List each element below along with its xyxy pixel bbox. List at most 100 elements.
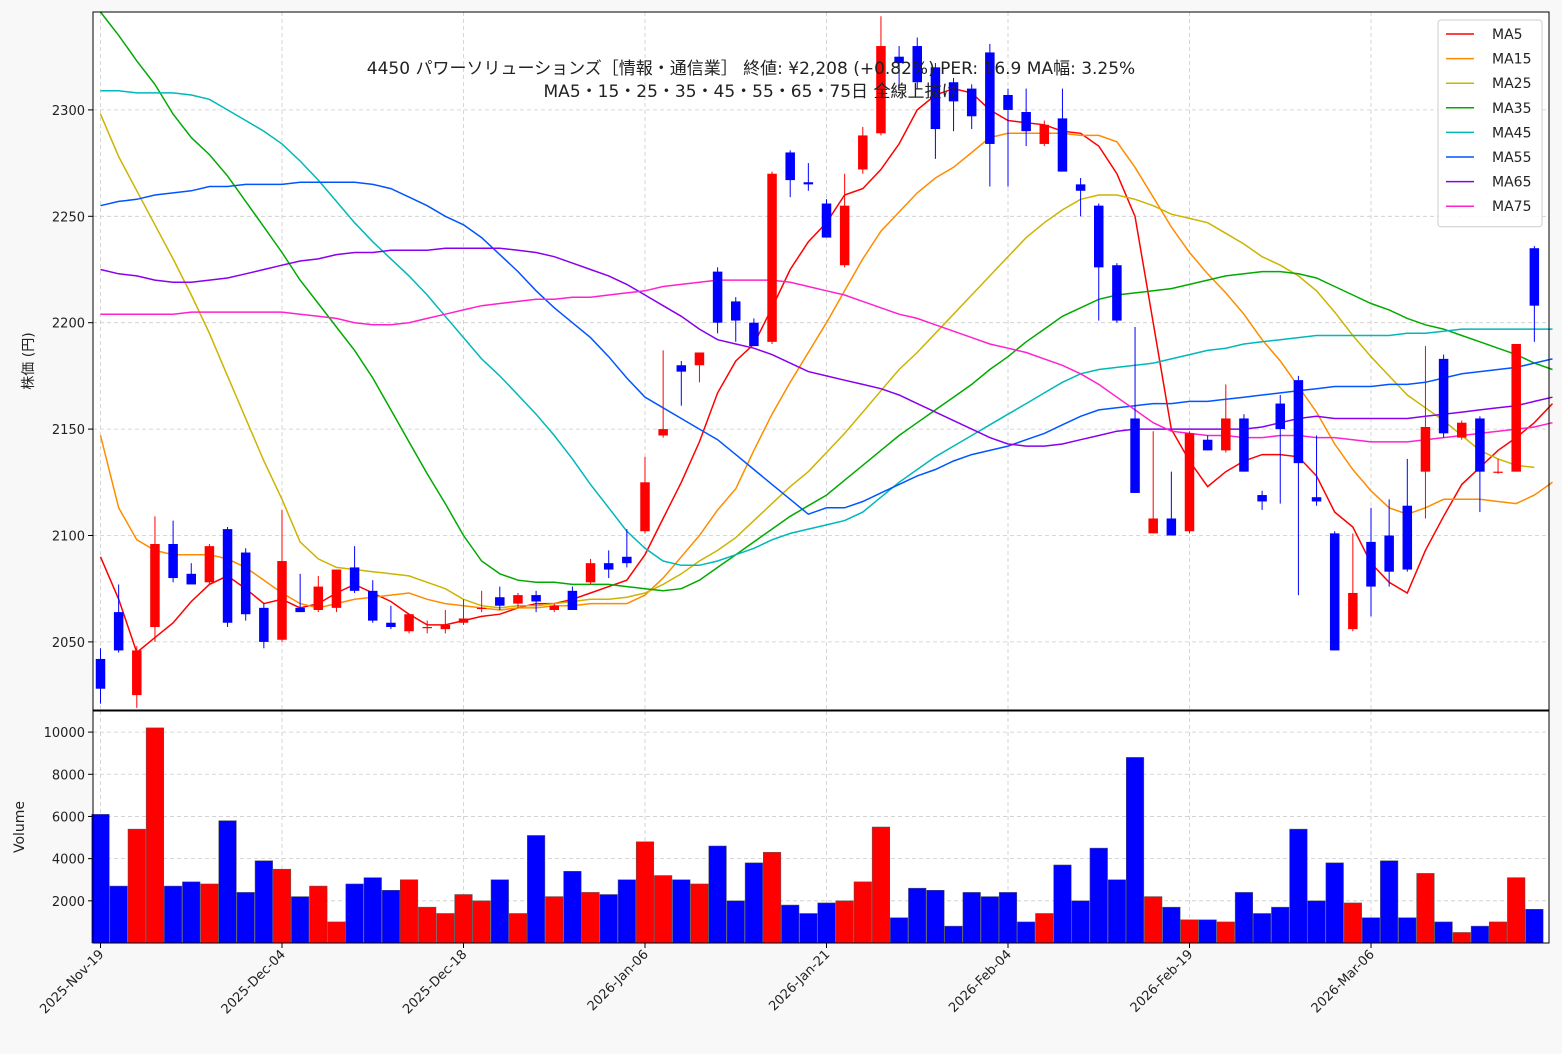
volume-bar <box>400 879 419 944</box>
candle <box>1475 416 1485 513</box>
candle <box>1402 458 1413 572</box>
volume-bar <box>1380 860 1399 944</box>
volume-bar <box>1271 906 1290 944</box>
candle <box>1239 414 1249 472</box>
volume-bar <box>1489 921 1508 944</box>
volume-bar <box>527 835 546 944</box>
candle <box>168 520 178 583</box>
volume-bar <box>1017 921 1036 944</box>
candle-body <box>1166 518 1177 536</box>
ma-line-ma75 <box>100 279 1553 443</box>
legend-label: MA5 <box>1492 27 1523 43</box>
price-y-tick-label: 2250 <box>52 210 85 225</box>
candle-body <box>440 624 451 630</box>
volume-bar <box>1434 921 1453 944</box>
volume-bar <box>1398 917 1417 944</box>
volume-y-tick-label: 6000 <box>52 810 85 825</box>
volume-bar <box>1343 902 1362 944</box>
candle-body <box>567 590 578 610</box>
candle-body <box>1075 184 1086 191</box>
volume-bar <box>109 885 128 944</box>
volume-bar <box>1035 913 1054 944</box>
candle <box>749 318 759 347</box>
candle-body <box>985 52 995 144</box>
volume-bar <box>545 896 564 944</box>
volume-bar <box>690 883 709 944</box>
candle <box>1021 88 1031 147</box>
candle <box>985 43 995 187</box>
price-panel: 2050 2100 2150 2200 2250 2300 4450 パワーソリューション… <box>21 11 1554 711</box>
volume-bar <box>817 902 836 944</box>
legend-label: MA45 <box>1492 125 1531 141</box>
candle <box>767 171 777 344</box>
volume-bar <box>218 820 237 944</box>
candle-body <box>204 546 215 583</box>
volume-bar <box>871 826 891 944</box>
candle-body <box>803 182 814 185</box>
volume-bar <box>418 906 437 944</box>
chart-title-line2: MA5・15・25・35・45・55・65・75日 全線上抜け <box>544 82 959 102</box>
candle <box>858 126 868 174</box>
candle <box>803 163 814 191</box>
volume-bar <box>962 892 981 944</box>
candle <box>440 609 451 634</box>
candle-body <box>1184 433 1195 532</box>
candle-body <box>894 56 904 64</box>
candle-body <box>476 607 487 610</box>
candle <box>1329 531 1340 651</box>
chart-title-line1: 4450 パワーソリューションズ［情報・通信業］ 終値: ¥2,208 (+0.… <box>367 59 1135 79</box>
candle-body <box>1348 592 1358 630</box>
volume-bar <box>763 852 782 944</box>
candle-body <box>1311 497 1322 502</box>
candle-body <box>422 627 432 629</box>
candle-body <box>495 597 505 606</box>
price-y-tick-label: 2050 <box>52 636 85 651</box>
ma-line-ma65 <box>100 247 1553 447</box>
price-y-label: 株価 (円) <box>21 332 37 389</box>
candle-body <box>1366 541 1376 587</box>
candle-body <box>531 595 541 602</box>
volume-bar <box>436 913 455 944</box>
candle <box>1457 420 1467 440</box>
candle-body <box>585 563 596 583</box>
volume-bar <box>1234 892 1254 944</box>
price-y-tick-label: 2300 <box>52 104 85 119</box>
volume-bar <box>581 892 600 944</box>
candle <box>1293 375 1304 596</box>
candle-body <box>1057 118 1068 172</box>
candle <box>549 603 559 613</box>
volume-bar <box>998 892 1018 944</box>
candle <box>1420 346 1431 519</box>
volume-y-tick-label: 10000 <box>44 726 85 741</box>
candle <box>1130 326 1140 493</box>
volume-bar <box>200 883 219 944</box>
candle-body <box>95 658 106 689</box>
candle-body <box>1420 426 1431 472</box>
volume-y-tick-label: 4000 <box>52 853 85 868</box>
volume-bar <box>254 860 273 944</box>
candle <box>1511 343 1521 472</box>
candle-body <box>749 322 759 347</box>
ma-line-ma45 <box>100 89 1553 567</box>
candle <box>95 648 106 704</box>
volume-bar <box>291 896 310 944</box>
candle <box>313 575 324 613</box>
volume-bar <box>781 904 800 944</box>
candle-body <box>676 365 687 372</box>
candle-body <box>1221 418 1231 451</box>
candle <box>458 599 469 625</box>
legend-label: MA15 <box>1492 52 1531 68</box>
candle <box>785 150 795 198</box>
candle-body <box>1329 533 1340 651</box>
volume-y-tick-label: 8000 <box>52 768 85 783</box>
volume-bar <box>835 900 854 944</box>
candle <box>603 550 614 579</box>
volume-bar <box>1253 913 1272 944</box>
candle-body <box>1275 403 1285 430</box>
candle <box>640 456 650 534</box>
candle <box>1148 431 1158 534</box>
candle-body <box>876 46 886 134</box>
candle <box>676 361 687 406</box>
